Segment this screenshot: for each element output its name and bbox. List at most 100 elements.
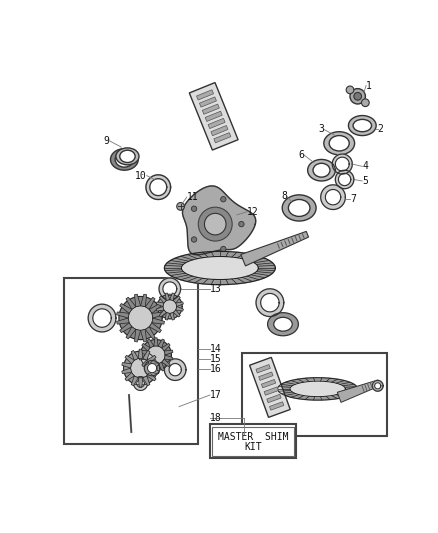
Text: 16: 16 bbox=[210, 364, 222, 374]
Polygon shape bbox=[162, 359, 170, 367]
Text: 6: 6 bbox=[298, 150, 304, 160]
Polygon shape bbox=[241, 231, 309, 266]
Text: 1: 1 bbox=[366, 80, 372, 91]
Polygon shape bbox=[139, 350, 148, 355]
Ellipse shape bbox=[268, 313, 298, 336]
Bar bbox=[212, 426, 294, 456]
Polygon shape bbox=[374, 383, 381, 389]
Polygon shape bbox=[141, 294, 147, 306]
Text: 8: 8 bbox=[281, 191, 287, 201]
Polygon shape bbox=[332, 154, 352, 174]
Polygon shape bbox=[290, 381, 346, 397]
Polygon shape bbox=[261, 294, 279, 312]
Polygon shape bbox=[131, 358, 151, 378]
Polygon shape bbox=[164, 252, 276, 285]
Polygon shape bbox=[208, 118, 225, 128]
Polygon shape bbox=[147, 346, 165, 364]
Polygon shape bbox=[150, 179, 167, 196]
Polygon shape bbox=[205, 111, 222, 122]
Text: 7: 7 bbox=[350, 195, 356, 205]
Ellipse shape bbox=[349, 116, 376, 135]
Polygon shape bbox=[256, 365, 270, 373]
Polygon shape bbox=[152, 312, 164, 318]
Polygon shape bbox=[154, 364, 158, 372]
Text: 3: 3 bbox=[318, 124, 324, 134]
Polygon shape bbox=[256, 289, 284, 317]
Polygon shape bbox=[124, 351, 158, 385]
Polygon shape bbox=[122, 362, 131, 368]
Polygon shape bbox=[199, 97, 216, 107]
Polygon shape bbox=[278, 378, 358, 400]
Polygon shape bbox=[267, 394, 281, 403]
Circle shape bbox=[239, 221, 244, 227]
Circle shape bbox=[221, 246, 226, 252]
Circle shape bbox=[361, 99, 369, 107]
Text: 15: 15 bbox=[210, 354, 222, 364]
Text: 11: 11 bbox=[187, 192, 198, 202]
Polygon shape bbox=[269, 402, 284, 410]
Polygon shape bbox=[158, 362, 164, 371]
Circle shape bbox=[205, 213, 226, 235]
Polygon shape bbox=[181, 256, 258, 280]
Polygon shape bbox=[149, 303, 161, 313]
Polygon shape bbox=[173, 310, 180, 317]
Text: 12: 12 bbox=[247, 207, 258, 217]
Circle shape bbox=[354, 92, 361, 100]
Polygon shape bbox=[202, 104, 219, 114]
Polygon shape bbox=[145, 327, 155, 339]
Polygon shape bbox=[264, 387, 279, 395]
Text: 17: 17 bbox=[210, 390, 222, 400]
Polygon shape bbox=[149, 368, 159, 374]
Polygon shape bbox=[197, 90, 214, 100]
Polygon shape bbox=[259, 372, 273, 381]
Polygon shape bbox=[145, 297, 155, 309]
Polygon shape bbox=[139, 355, 148, 360]
Bar bbox=[64, 278, 198, 443]
Polygon shape bbox=[372, 381, 383, 391]
Text: 4: 4 bbox=[362, 161, 368, 172]
Bar bbox=[210, 424, 296, 458]
Polygon shape bbox=[134, 377, 148, 391]
Ellipse shape bbox=[313, 163, 330, 177]
Polygon shape bbox=[321, 185, 346, 209]
Text: 10: 10 bbox=[135, 171, 147, 181]
Polygon shape bbox=[141, 329, 147, 342]
Polygon shape bbox=[163, 300, 177, 313]
Polygon shape bbox=[125, 356, 134, 364]
Polygon shape bbox=[117, 312, 129, 318]
Polygon shape bbox=[325, 189, 341, 205]
Ellipse shape bbox=[288, 199, 310, 216]
Ellipse shape bbox=[274, 317, 292, 331]
Ellipse shape bbox=[110, 149, 138, 170]
Polygon shape bbox=[211, 125, 228, 136]
Polygon shape bbox=[134, 329, 141, 342]
Text: 13: 13 bbox=[210, 284, 222, 294]
Text: MASTER  SHIM: MASTER SHIM bbox=[218, 432, 288, 442]
Polygon shape bbox=[119, 296, 162, 340]
Polygon shape bbox=[164, 350, 173, 355]
Polygon shape bbox=[148, 339, 154, 348]
Polygon shape bbox=[164, 355, 173, 360]
Polygon shape bbox=[125, 373, 134, 381]
Polygon shape bbox=[147, 356, 156, 364]
Polygon shape bbox=[122, 368, 131, 374]
Polygon shape bbox=[159, 296, 166, 303]
Circle shape bbox=[191, 206, 197, 212]
Ellipse shape bbox=[307, 159, 336, 181]
Polygon shape bbox=[149, 362, 159, 368]
Polygon shape bbox=[176, 302, 184, 306]
Polygon shape bbox=[126, 297, 136, 309]
Polygon shape bbox=[93, 309, 111, 327]
Polygon shape bbox=[146, 175, 170, 199]
Polygon shape bbox=[141, 340, 171, 370]
Polygon shape bbox=[138, 378, 143, 387]
Polygon shape bbox=[137, 379, 145, 387]
Ellipse shape bbox=[282, 195, 316, 221]
Polygon shape bbox=[336, 170, 354, 189]
Ellipse shape bbox=[353, 119, 371, 132]
Polygon shape bbox=[152, 318, 164, 324]
Ellipse shape bbox=[115, 152, 134, 167]
Polygon shape bbox=[336, 157, 349, 171]
Text: 2: 2 bbox=[378, 124, 384, 134]
Polygon shape bbox=[169, 364, 181, 376]
